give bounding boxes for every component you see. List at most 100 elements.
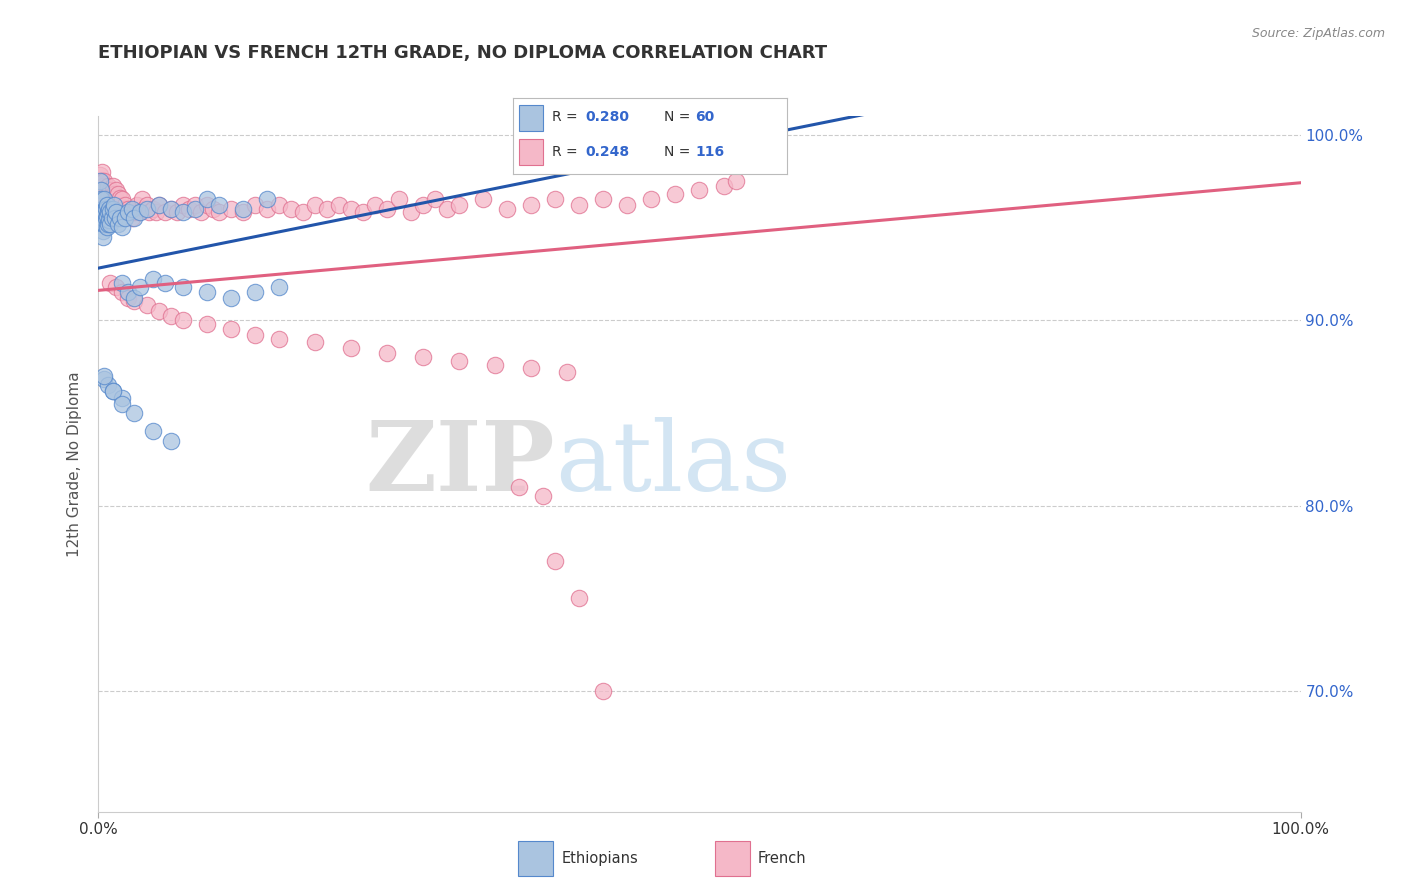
Point [97,179,120,194]
Point [101,179,124,194]
Point [219,322,242,336]
Point [103,198,125,212]
Point [484,358,506,372]
Point [195,317,218,331]
Point [592,684,614,698]
FancyBboxPatch shape [714,841,751,876]
Point [107,186,129,201]
Point [195,285,218,300]
Point [91,205,114,219]
Point [98,212,121,227]
Point [183,198,205,212]
Point [111,285,134,300]
Text: 0.280: 0.280 [586,111,630,125]
Point [159,310,181,324]
Point [592,193,614,207]
Point [177,202,200,216]
Point [91,224,114,238]
Point [100,211,122,225]
Point [340,341,363,355]
Point [568,591,591,606]
Point [96,198,118,212]
Point [103,186,125,201]
Point [520,361,543,376]
Point [219,202,242,216]
Point [128,205,150,219]
Point [105,279,128,293]
Point [111,391,134,405]
Point [94,211,117,225]
Point [544,554,567,568]
Point [153,205,176,219]
Point [172,279,194,293]
Point [280,202,302,216]
Point [105,183,128,197]
Point [98,198,121,212]
Y-axis label: 12th Grade, No Diploma: 12th Grade, No Diploma [67,371,83,557]
Point [107,217,129,231]
Point [267,198,290,212]
Point [111,220,134,235]
Point [159,202,181,216]
Point [103,198,125,212]
Point [125,198,148,212]
Point [121,211,143,225]
Point [267,332,290,346]
Point [713,179,735,194]
Text: 60: 60 [696,111,714,125]
Point [111,396,134,410]
Point [129,279,152,293]
Text: ZIP: ZIP [366,417,555,511]
Point [91,217,114,231]
Point [98,202,121,216]
Point [544,193,567,207]
Point [315,202,337,216]
Point [121,202,143,216]
Text: 116: 116 [696,145,724,159]
Point [201,202,224,216]
Text: N =: N = [664,145,695,159]
Point [243,285,266,300]
Point [447,198,470,212]
Point [183,202,205,216]
Point [328,198,350,212]
Point [94,202,117,216]
Point [724,174,747,188]
Point [98,186,121,201]
Point [100,276,122,290]
Point [616,198,638,212]
Point [114,211,136,225]
Point [364,198,387,212]
Point [375,346,398,360]
Point [104,193,127,207]
Point [91,202,114,216]
Text: R =: R = [551,145,582,159]
Point [96,209,118,223]
Point [555,365,578,379]
Text: ETHIOPIAN VS FRENCH 12TH GRADE, NO DIPLOMA CORRELATION CHART: ETHIOPIAN VS FRENCH 12TH GRADE, NO DIPLO… [98,45,828,62]
Point [90,186,112,201]
Point [100,186,122,201]
Point [112,202,135,216]
Point [208,205,231,219]
Point [232,202,254,216]
Point [96,183,118,197]
Point [105,205,128,219]
Point [91,191,114,205]
Text: atlas: atlas [555,417,792,511]
Point [89,179,111,194]
Point [93,217,115,231]
Text: French: French [758,851,807,866]
Point [124,211,146,225]
Point [97,191,120,205]
Point [101,384,124,398]
Point [256,202,278,216]
Point [141,202,163,216]
Point [105,194,128,209]
Point [91,211,114,225]
Point [101,191,124,205]
Point [399,205,422,219]
Point [94,198,117,212]
Point [689,183,711,197]
Point [531,489,554,503]
